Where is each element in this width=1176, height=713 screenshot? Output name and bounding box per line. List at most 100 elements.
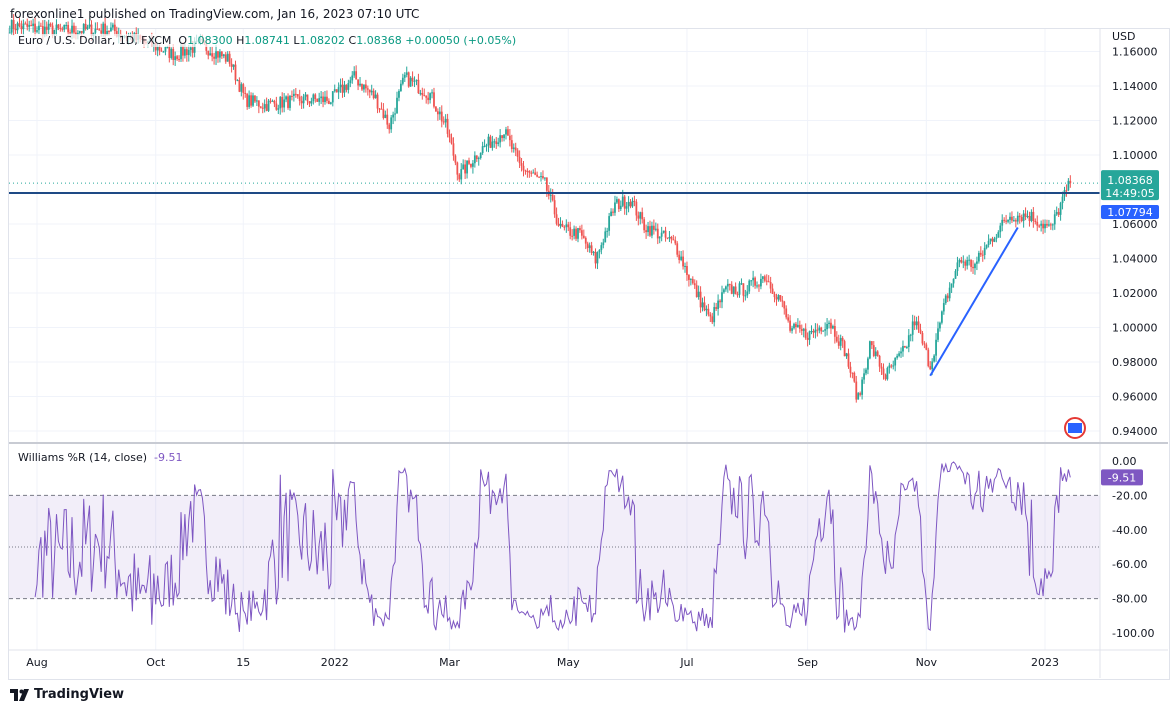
candle-body xyxy=(758,285,760,287)
candle-body xyxy=(49,23,52,26)
candle-body xyxy=(82,23,85,33)
candle-body xyxy=(532,172,535,174)
candle-body xyxy=(452,143,455,156)
candle-body xyxy=(277,108,280,110)
candle-body xyxy=(802,328,805,331)
candle-body xyxy=(612,211,614,213)
candle-body xyxy=(588,245,591,249)
candle-body xyxy=(779,295,782,301)
candle-body xyxy=(625,206,628,209)
candle-body xyxy=(929,366,932,370)
candle-body xyxy=(699,291,702,308)
candle-body xyxy=(174,56,177,60)
candle-body xyxy=(347,83,350,90)
candle-body xyxy=(538,176,540,178)
candle-body xyxy=(968,259,971,261)
candle-body xyxy=(950,283,953,288)
candle-body xyxy=(178,58,180,60)
candle-body xyxy=(271,100,274,102)
candle-body xyxy=(946,295,949,299)
candle-body xyxy=(822,330,825,332)
candle-body xyxy=(94,28,97,33)
candle-body xyxy=(508,135,511,141)
candle-body xyxy=(942,303,945,312)
candle-body xyxy=(845,353,848,357)
candle-body xyxy=(606,230,609,232)
candle-body xyxy=(1061,196,1064,204)
candle-body xyxy=(878,355,881,367)
indicator-tick: 0.00 xyxy=(1112,455,1137,468)
candle-body xyxy=(691,278,694,284)
candle-body xyxy=(814,329,817,333)
candle-body xyxy=(849,366,852,373)
candle-body xyxy=(518,156,521,164)
candle-body xyxy=(557,223,560,226)
candle-body xyxy=(888,365,891,368)
open-label: O xyxy=(178,34,188,47)
candle-body xyxy=(617,199,620,210)
candle-body xyxy=(907,335,910,348)
candle-body xyxy=(793,323,795,329)
price-tick: 1.02000 xyxy=(1112,287,1158,300)
price-tick: 1.12000 xyxy=(1112,115,1158,128)
candle-body xyxy=(100,30,103,34)
candle-body xyxy=(438,111,441,115)
candle-body xyxy=(544,177,546,179)
candle-body xyxy=(651,225,653,236)
candle-body xyxy=(514,147,517,151)
candle-body xyxy=(238,80,241,92)
candle-body xyxy=(633,200,636,202)
candle-body xyxy=(563,226,566,228)
candle-body xyxy=(1057,211,1060,215)
candle-body xyxy=(160,50,163,52)
candle-body xyxy=(236,80,239,82)
candle-body xyxy=(991,238,994,242)
candle-body xyxy=(775,297,778,300)
candle-body xyxy=(711,316,714,323)
candle-body xyxy=(726,283,729,287)
indicator-tick: -60.00 xyxy=(1112,558,1147,571)
candle-body xyxy=(748,280,751,292)
candle-body xyxy=(999,225,1002,233)
candle-body xyxy=(997,232,1000,238)
candle-body xyxy=(1042,223,1044,229)
candle-body xyxy=(396,97,398,114)
candle-body xyxy=(398,91,400,98)
candle-body xyxy=(209,53,212,56)
candle-body xyxy=(487,136,490,146)
candle-body xyxy=(1009,216,1011,220)
candle-body xyxy=(678,254,681,260)
candle-body xyxy=(507,129,509,136)
candle-body xyxy=(709,314,712,317)
price-tick: 1.14000 xyxy=(1112,80,1158,93)
candle-body xyxy=(549,194,552,196)
candle-body xyxy=(361,83,363,90)
candle-body xyxy=(341,84,344,93)
candle-body xyxy=(289,95,291,108)
candle-body xyxy=(680,256,683,260)
candle-body xyxy=(59,27,62,29)
candle-body xyxy=(944,295,947,304)
candle-body xyxy=(717,300,719,309)
tradingview-logo[interactable]: TradingView xyxy=(10,687,124,702)
time-tick: Nov xyxy=(916,656,938,669)
candle-body xyxy=(602,242,605,246)
indicator-badge-text: -9.51 xyxy=(1108,471,1136,484)
candle-body xyxy=(234,64,237,81)
candle-body xyxy=(876,351,879,356)
candle-body xyxy=(592,251,595,253)
candle-body xyxy=(460,169,463,180)
candle-body xyxy=(273,100,276,104)
candle-body xyxy=(1024,213,1027,217)
candle-body xyxy=(761,276,764,279)
chart-frame[interactable] xyxy=(8,28,1170,680)
candle-body xyxy=(923,343,926,345)
candle-body xyxy=(156,46,159,51)
candle-body xyxy=(368,89,371,93)
candle-body xyxy=(168,46,171,58)
candle-body xyxy=(435,106,437,112)
candle-body xyxy=(730,284,733,294)
candle-body xyxy=(884,374,887,380)
candle-body xyxy=(921,333,924,344)
